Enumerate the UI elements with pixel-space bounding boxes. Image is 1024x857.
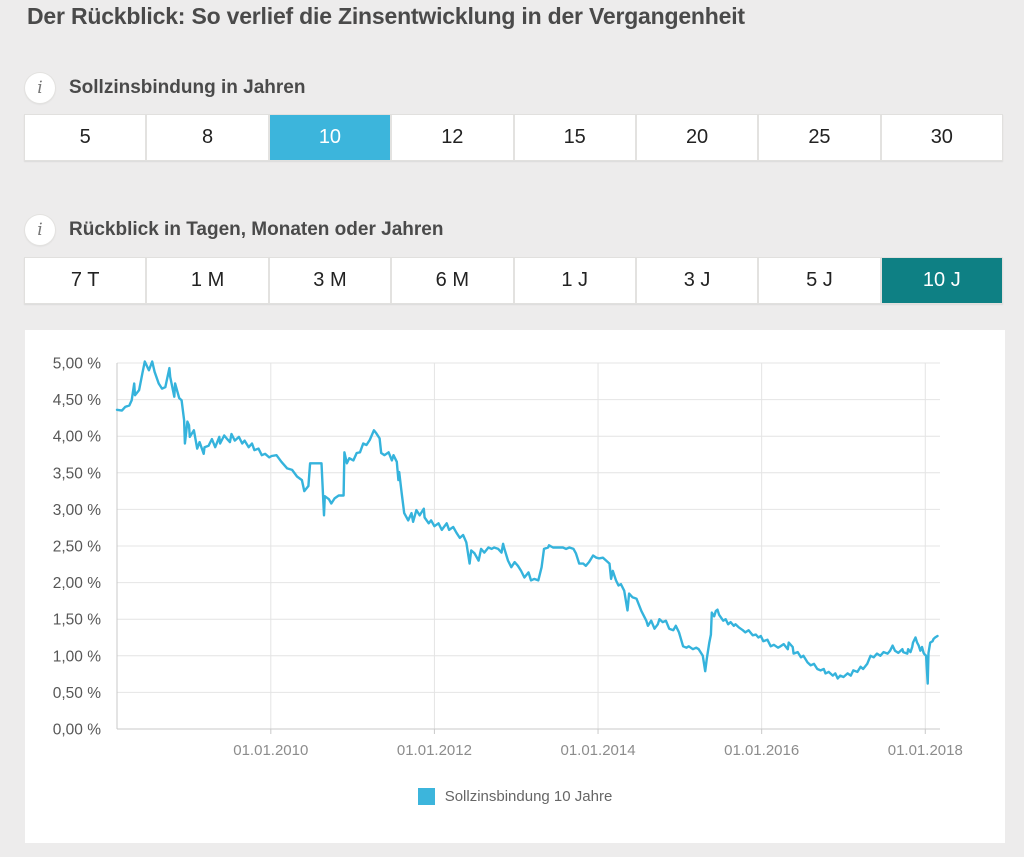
binding-options-row: 5 8 10 12 15 20 25 30 bbox=[24, 114, 1003, 161]
lookback-option-6m[interactable]: 6 M bbox=[392, 258, 513, 303]
y-axis-label: 2,50 % bbox=[53, 539, 101, 556]
y-axis-label: 0,00 % bbox=[53, 722, 101, 739]
lookback-option-5j[interactable]: 5 J bbox=[759, 258, 880, 303]
rate-line-series bbox=[115, 360, 939, 685]
binding-option-25[interactable]: 25 bbox=[759, 115, 880, 160]
binding-option-15[interactable]: 15 bbox=[514, 115, 635, 160]
y-axis-label: 4,50 % bbox=[53, 392, 101, 409]
lookback-option-3j[interactable]: 3 J bbox=[636, 258, 758, 303]
lookback-option-1j[interactable]: 1 J bbox=[514, 258, 635, 303]
y-axis-label: 2,00 % bbox=[53, 575, 101, 592]
x-axis-label: 01.01.2016 bbox=[724, 742, 799, 759]
info-icon[interactable]: i bbox=[25, 215, 55, 245]
binding-option-10[interactable]: 10 bbox=[269, 115, 391, 160]
x-axis-label: 01.01.2018 bbox=[888, 742, 963, 759]
legend-label: Sollzinsbindung 10 Jahre bbox=[444, 788, 613, 805]
binding-option-30[interactable]: 30 bbox=[881, 115, 1002, 160]
binding-option-20[interactable]: 20 bbox=[636, 115, 758, 160]
y-axis-label: 3,00 % bbox=[53, 502, 101, 519]
binding-option-5[interactable]: 5 bbox=[25, 115, 146, 160]
lookback-option-1m[interactable]: 1 M bbox=[147, 258, 268, 303]
lookback-option-3m[interactable]: 3 M bbox=[269, 258, 391, 303]
legend-swatch bbox=[417, 788, 435, 805]
section-binding-header: i Sollzinsbindung in Jahren bbox=[25, 73, 305, 103]
page-title: Der Rückblick: So verlief die Zinsentwic… bbox=[27, 3, 745, 29]
y-axis-label: 1,00 % bbox=[53, 648, 101, 665]
lookback-option-10j[interactable]: 10 J bbox=[881, 258, 1002, 303]
section-binding-label: Sollzinsbindung in Jahren bbox=[69, 77, 306, 98]
y-axis-label: 0,50 % bbox=[53, 685, 101, 702]
info-icon[interactable]: i bbox=[25, 73, 55, 103]
section-lookback-label: Rückblick in Tagen, Monaten oder Jahren bbox=[69, 219, 444, 240]
y-axis-label: 3,50 % bbox=[53, 465, 101, 482]
rate-history-chart: 0,00 % 0,50 % 1,00 % 1,50 % 2,00 % 2,50 % 3,00… bbox=[53, 356, 963, 760]
y-axis-label: 1,50 % bbox=[53, 612, 101, 629]
y-axis-label: 4,00 % bbox=[53, 429, 101, 446]
chart-legend: Sollzinsbindung 10 Jahre bbox=[25, 788, 1005, 805]
x-axis-label: 01.01.2012 bbox=[397, 742, 472, 759]
y-axis-label: 5,00 % bbox=[53, 356, 101, 373]
section-lookback-header: i Rückblick in Tagen, Monaten oder Jahre… bbox=[25, 215, 443, 245]
x-axis-label: 01.01.2010 bbox=[233, 742, 308, 759]
binding-option-12[interactable]: 12 bbox=[392, 115, 513, 160]
lookback-option-7t[interactable]: 7 T bbox=[25, 258, 146, 303]
chart-panel: 0,00 % 0,50 % 1,00 % 1,50 % 2,00 % 2,50 % 3,00… bbox=[25, 330, 1005, 843]
binding-option-8[interactable]: 8 bbox=[147, 115, 268, 160]
x-axis-label: 01.01.2014 bbox=[560, 742, 635, 759]
lookback-options-row: 7 T 1 M 3 M 6 M 1 J 3 J 5 J 10 J bbox=[24, 257, 1003, 304]
